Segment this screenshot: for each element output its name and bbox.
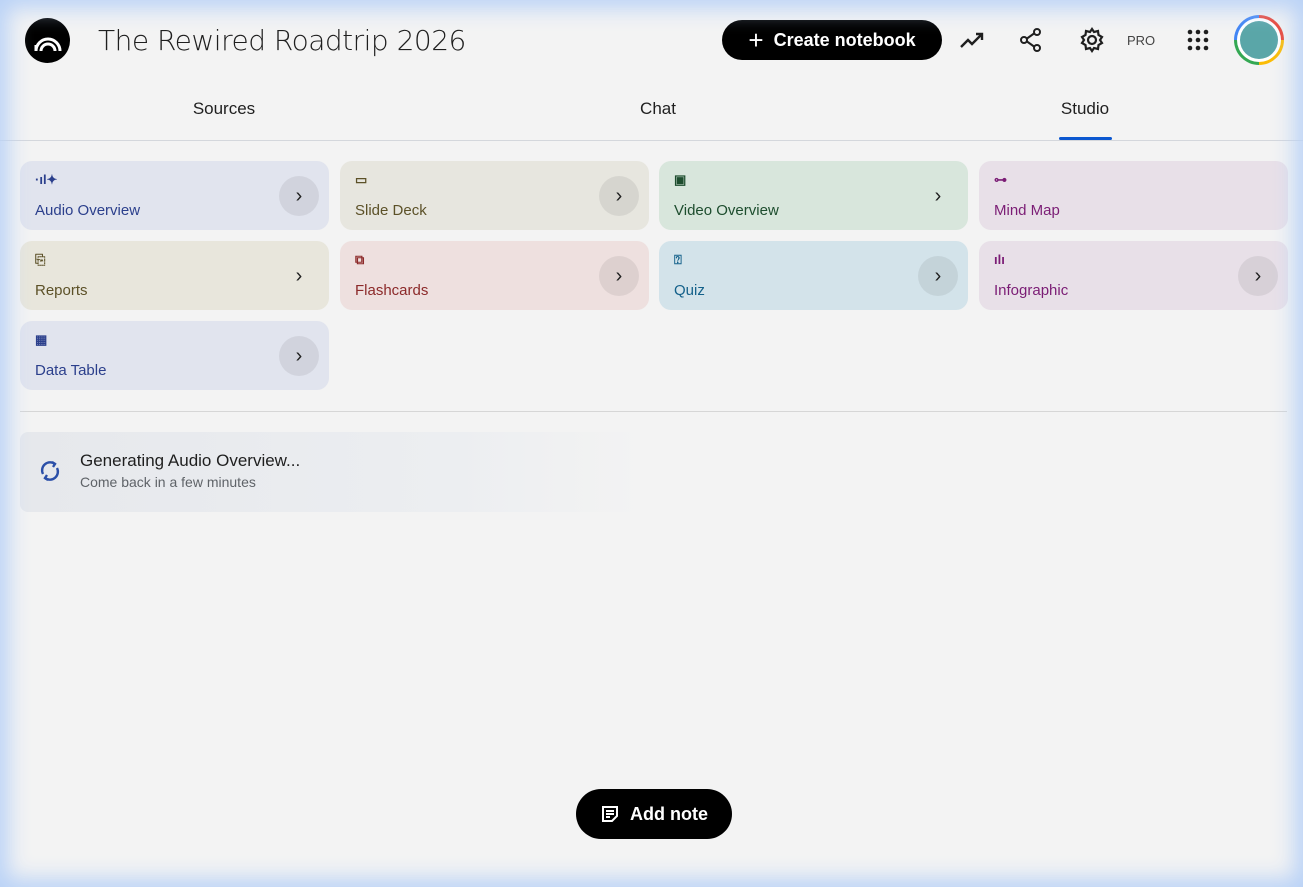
create-notebook-label: Create notebook	[773, 29, 916, 50]
table-icon: ▦	[35, 332, 48, 347]
studio-card-label: Quiz	[674, 282, 705, 299]
chevron-right-icon[interactable]: ›	[295, 264, 303, 287]
quiz-icon: ⍰	[674, 252, 682, 267]
studio-card-label: Audio Overview	[35, 202, 141, 219]
app-logo[interactable]	[25, 18, 70, 63]
tab-divider	[0, 140, 1303, 141]
note-icon	[602, 806, 618, 822]
notebook-logo-icon	[34, 37, 61, 51]
tab-studio[interactable]: Studio	[1060, 99, 1110, 118]
flashcards-icon: ⧉	[355, 252, 365, 267]
generating-audio-status: Generating Audio Overview... Come back i…	[20, 432, 640, 512]
create-notebook-button[interactable]: + Create notebook	[722, 20, 942, 60]
sync-spinner-icon	[40, 461, 60, 481]
analytics-trend-icon[interactable]	[958, 26, 986, 54]
add-note-label: Add note	[630, 803, 708, 824]
studio-card-label: Infographic	[994, 282, 1069, 299]
mind-map-icon: ⊶	[994, 172, 1007, 187]
studio-card-flashcards[interactable]: ⧉ Flashcards ›	[340, 241, 649, 310]
studio-card-infographic[interactable]: ılı Infographic ›	[979, 241, 1288, 310]
studio-card-label: Flashcards	[355, 282, 429, 299]
active-tab-indicator	[1059, 137, 1112, 140]
generating-title: Generating Audio Overview...	[80, 451, 301, 470]
add-note-button[interactable]: Add note	[576, 789, 732, 839]
notebook-title[interactable]: The Rewired Roadtrip 2026	[98, 24, 466, 57]
video-icon: ▣	[674, 172, 687, 187]
studio-card-slide-deck[interactable]: ▭ Slide Deck ›	[340, 161, 649, 230]
studio-card-label: Slide Deck	[355, 202, 427, 219]
reports-icon: ⎘	[35, 252, 46, 267]
settings-gear-icon[interactable]	[1078, 26, 1106, 54]
chevron-right-icon[interactable]: ›	[279, 176, 319, 216]
studio-card-label: Mind Map	[994, 202, 1060, 219]
pro-badge: PRO	[1127, 33, 1156, 48]
studio-card-label: Video Overview	[674, 202, 779, 219]
studio-card-video-overview[interactable]: ▣ Video Overview ›	[659, 161, 968, 230]
plus-icon: +	[748, 25, 764, 55]
studio-card-label: Data Table	[35, 362, 107, 379]
infographic-icon: ılı	[994, 252, 1005, 267]
chevron-right-icon[interactable]: ›	[599, 256, 639, 296]
chevron-right-icon[interactable]: ›	[279, 336, 319, 376]
tab-sources[interactable]: Sources	[192, 99, 256, 118]
tab-chat[interactable]: Chat	[640, 99, 676, 118]
slides-icon: ▭	[355, 172, 368, 187]
audio-waveform-icon: ·ıl✦	[35, 172, 58, 187]
share-icon[interactable]	[1017, 26, 1045, 54]
studio-card-data-table[interactable]: ▦ Data Table ›	[20, 321, 329, 390]
studio-card-label: Reports	[35, 282, 88, 299]
chevron-right-icon[interactable]: ›	[1238, 256, 1278, 296]
studio-card-reports[interactable]: ⎘ Reports ›	[20, 241, 329, 310]
studio-card-audio-overview[interactable]: ·ıl✦ Audio Overview ›	[20, 161, 329, 230]
chevron-right-icon[interactable]: ›	[934, 184, 942, 207]
studio-card-mind-map[interactable]: ⊶ Mind Map	[979, 161, 1288, 230]
chevron-right-icon[interactable]: ›	[599, 176, 639, 216]
chevron-right-icon[interactable]: ›	[918, 256, 958, 296]
studio-card-quiz[interactable]: ⍰ Quiz ›	[659, 241, 968, 310]
apps-grid-icon[interactable]	[1184, 26, 1212, 54]
generating-subtitle: Come back in a few minutes	[80, 474, 256, 490]
user-avatar[interactable]	[1234, 15, 1284, 65]
section-divider	[20, 411, 1287, 412]
